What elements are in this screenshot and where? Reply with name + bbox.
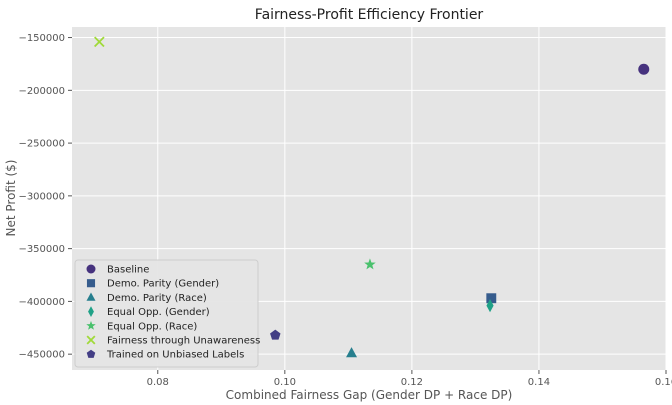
x-marker-stroke <box>86 335 96 345</box>
grid-lines <box>72 27 667 370</box>
y-tick-label: −300000 <box>18 191 65 202</box>
data-point-diamond <box>486 299 494 313</box>
y-tick-label: −250000 <box>18 139 65 150</box>
legend-entry-label: Fairness through Unawareness <box>107 336 260 347</box>
y-tick-label: −350000 <box>18 244 65 255</box>
legend: Baseline Demo. Parity (Gender) Demo. Parit… <box>74 259 260 368</box>
x-tick-label: 0.14 <box>528 377 550 388</box>
y-axis-label: Net Profit ($) <box>4 160 18 237</box>
legend-entry-label: Equal Opp. (Race) <box>107 321 197 332</box>
x-tick-label: 0.12 <box>401 377 423 388</box>
data-points <box>94 36 650 358</box>
y-tick-label: −150000 <box>18 33 65 44</box>
x-tick-label: 0.16 <box>655 377 672 388</box>
legend-marker-diamond <box>88 306 94 317</box>
legend-entry-label: Equal Opp. (Gender) <box>107 307 210 318</box>
legend-entry-label: Trained on Unbiased Labels <box>106 350 244 361</box>
data-point-square <box>486 293 497 304</box>
legend-marker-circle <box>86 264 96 274</box>
y-tick-label: −400000 <box>18 297 65 308</box>
x-axis-ticks: 0.08 0.10 0.12 0.14 0.16 <box>147 370 672 388</box>
legend-marker-triangle <box>86 292 96 301</box>
x-axis-label: Combined Fairness Gap (Gender DP + Race … <box>226 388 513 402</box>
y-axis-ticks: −450000 −400000 −350000 −300000 −250000 −2000… <box>18 33 72 361</box>
chart-title: Fairness-Profit Efficiency Frontier <box>255 7 484 23</box>
legend-box <box>74 259 259 368</box>
data-point-circle <box>638 63 650 75</box>
x-marker-stroke <box>94 36 105 48</box>
data-point-star <box>364 258 376 270</box>
x-tick-label: 0.08 <box>147 377 169 388</box>
legend-entry-label: Demo. Parity (Gender) <box>107 279 219 290</box>
y-tick-label: −450000 <box>18 350 65 361</box>
legend-marker-pentagon <box>86 349 96 358</box>
data-point-pentagon <box>270 329 281 340</box>
legend-marker-x <box>86 335 96 345</box>
legend-marker-star <box>86 320 96 330</box>
x-tick-label: 0.10 <box>274 377 296 388</box>
legend-entry-label: Demo. Parity (Race) <box>107 293 207 304</box>
legend-entry-label: Baseline <box>107 265 149 276</box>
legend-marker-square <box>86 279 96 288</box>
y-tick-label: −200000 <box>18 86 65 97</box>
data-point-triangle <box>346 347 358 358</box>
data-point-x <box>94 36 105 48</box>
